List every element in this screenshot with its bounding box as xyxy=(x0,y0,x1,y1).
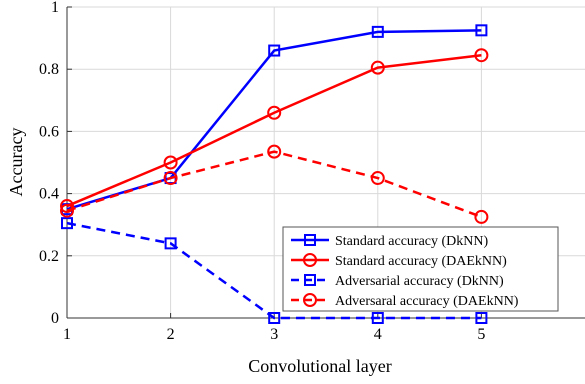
legend-label: Standard accuracy (DkNN) xyxy=(335,234,488,249)
legend-square-marker xyxy=(304,274,316,286)
series-3-point-square-marker xyxy=(164,237,177,250)
legend-circle-marker xyxy=(303,293,317,307)
legend-entry: Standard accuracy (DkNN) xyxy=(291,234,488,249)
series-2-point-circle-marker xyxy=(267,105,282,120)
x-tick-label: 4 xyxy=(374,326,382,343)
x-tick-label: 2 xyxy=(167,326,175,343)
series-4-point-circle-marker xyxy=(60,203,74,218)
series-2-point-circle-marker xyxy=(474,48,489,63)
legend-circle-marker xyxy=(303,253,317,267)
series-4-point-circle-marker xyxy=(474,209,489,224)
series-4-line xyxy=(66,150,482,219)
y-axis-label: Accuracy xyxy=(6,128,26,197)
series-2-point-circle-marker xyxy=(163,155,178,170)
series-1-point-square-marker xyxy=(475,24,488,37)
series-2-line xyxy=(66,53,482,208)
series-3-point-square-marker xyxy=(475,312,488,324)
series-4-point-circle-marker xyxy=(267,144,282,159)
y-tick-label: 1 xyxy=(51,0,59,16)
x-tick-label: 3 xyxy=(270,326,278,343)
x-axis-label: Convolutional layer xyxy=(248,356,391,376)
series-2 xyxy=(60,48,489,214)
legend-label: Adversarial accuracy (DkNN) xyxy=(335,274,504,289)
series-2-point-circle-marker xyxy=(60,199,74,214)
series-group xyxy=(60,24,489,324)
legend-entry: Adversaral accuracy (DAEkNN) xyxy=(291,293,519,309)
x-tick-label: 5 xyxy=(477,326,485,343)
series-1-point-square-marker xyxy=(268,44,281,57)
legend-label: Standard accuracy (DAEkNN) xyxy=(335,254,507,269)
series-3-line xyxy=(66,221,482,320)
series-4 xyxy=(60,144,489,224)
y-tick-label: 0.2 xyxy=(39,248,59,265)
y-tick-label: 0 xyxy=(51,310,59,327)
x-tick-label: 1 xyxy=(63,326,71,343)
series-4-point-circle-marker xyxy=(370,171,385,186)
series-1-point-square-marker xyxy=(371,25,384,38)
series-3-point-square-marker xyxy=(268,312,281,324)
series-3 xyxy=(61,217,488,324)
legend-label: Adversaral accuracy (DAEkNN) xyxy=(335,294,519,309)
legend: Standard accuracy (DkNN) Standard accurac… xyxy=(282,226,559,312)
series-3-point-square-marker xyxy=(371,312,384,324)
y-tick-label: 0.4 xyxy=(39,186,59,203)
legend-entry: Standard accuracy (DAEkNN) xyxy=(291,253,507,269)
series-2-point-circle-marker xyxy=(370,60,385,75)
legend-square-marker xyxy=(304,234,316,246)
tick-labels: 1 2 3 4 5 0 0.2 0.4 0.6 0.8 1 xyxy=(39,0,485,343)
y-tick-label: 0.8 xyxy=(39,61,59,78)
legend-entry: Adversarial accuracy (DkNN) xyxy=(291,274,504,289)
series-3-point-square-marker xyxy=(61,217,73,230)
series-4-point-circle-marker xyxy=(163,171,178,186)
series-1-line xyxy=(66,29,482,211)
y-tick-label: 0.6 xyxy=(39,123,59,140)
